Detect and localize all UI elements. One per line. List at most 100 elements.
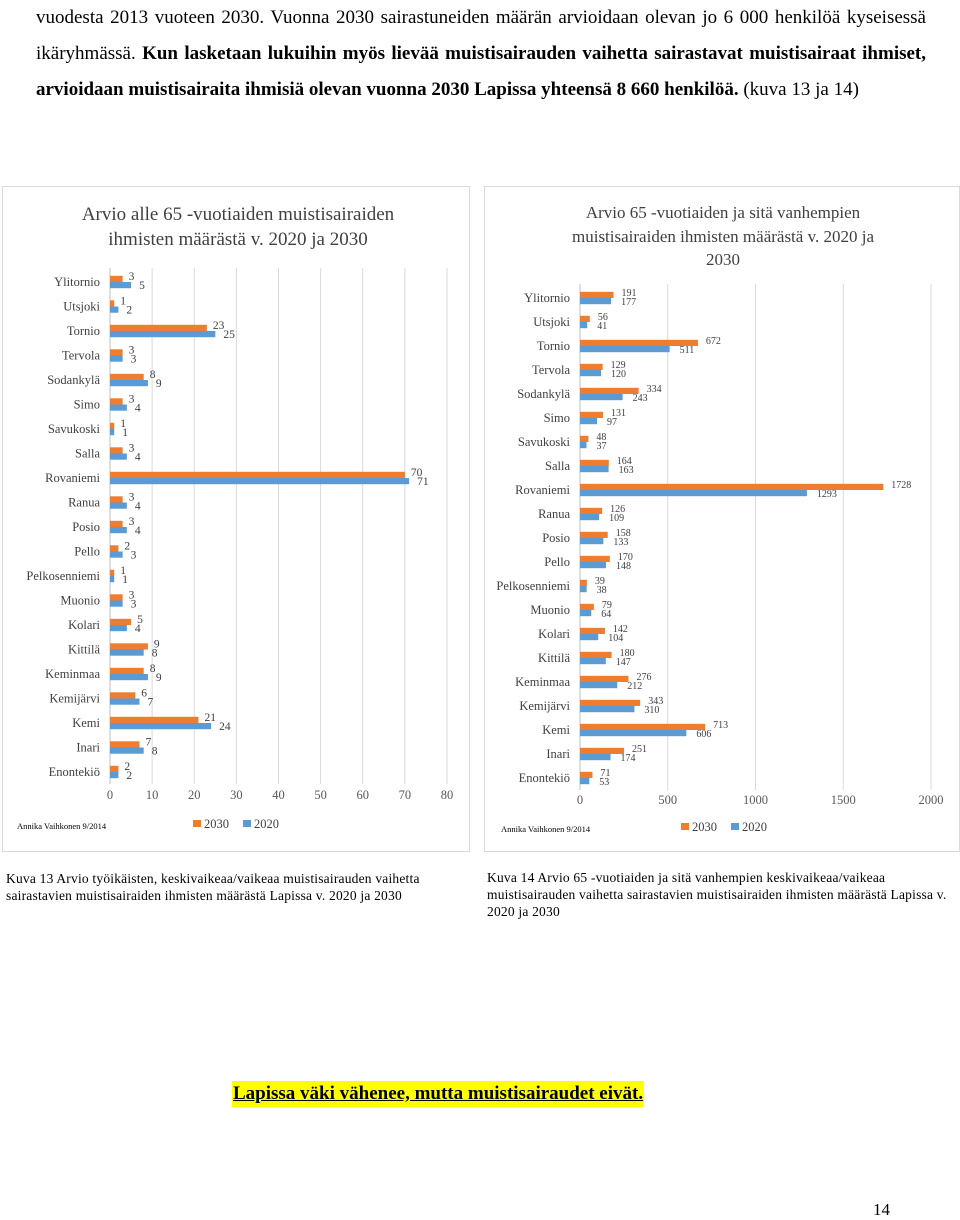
bar-2020 bbox=[110, 453, 127, 460]
legend-label: 2020 bbox=[254, 817, 279, 831]
closing-heading: Lapissa väki vähenee, mutta muistisairau… bbox=[232, 1081, 645, 1107]
data-label: 164 bbox=[617, 456, 632, 467]
body-paragraph: vuodesta 2013 vuoteen 2030. Vuonna 2030 … bbox=[36, 0, 926, 108]
bar-2030 bbox=[110, 594, 123, 601]
data-label: 511 bbox=[680, 345, 695, 356]
data-label: 243 bbox=[633, 393, 648, 404]
data-label: 8 bbox=[150, 369, 156, 381]
x-tick-label: 10 bbox=[146, 788, 159, 802]
bar-2030 bbox=[580, 435, 589, 442]
x-tick-label: 2000 bbox=[919, 793, 944, 807]
data-label: 3 bbox=[129, 443, 135, 455]
data-label: 24 bbox=[219, 721, 231, 733]
data-label: 180 bbox=[620, 648, 635, 659]
bar-2030 bbox=[580, 723, 706, 730]
bar-2020 bbox=[580, 394, 623, 401]
bar-2030 bbox=[580, 699, 641, 706]
bar-2020 bbox=[580, 442, 587, 449]
bar-2020 bbox=[580, 706, 635, 713]
data-label: 4 bbox=[135, 501, 141, 513]
category-label: Savukoski bbox=[48, 422, 101, 436]
data-label: 133 bbox=[613, 537, 628, 548]
data-label: 39 bbox=[595, 576, 605, 587]
bar-2030 bbox=[110, 569, 115, 576]
bar-2020 bbox=[580, 682, 618, 689]
bar-2020 bbox=[110, 331, 216, 338]
chart-65-and-over-svg: Arvio 65 -vuotiaiden ja sitä vanhempien m… bbox=[496, 203, 944, 834]
data-label: 4 bbox=[135, 525, 141, 537]
bar-2020 bbox=[580, 730, 687, 737]
data-label: 1 bbox=[120, 418, 126, 430]
chart-title-line: muistisairaiden ihmisten määrästä v. 202… bbox=[572, 227, 874, 246]
legend-label: 2030 bbox=[692, 820, 717, 834]
bar-2030 bbox=[110, 520, 123, 527]
legend-swatch-2030 bbox=[193, 820, 201, 827]
data-label: 21 bbox=[204, 712, 216, 724]
category-label: Keminmaa bbox=[45, 667, 100, 681]
bar-2020 bbox=[110, 698, 140, 705]
bar-2030 bbox=[580, 411, 603, 418]
category-label: Kittilä bbox=[68, 643, 100, 657]
bar-2030 bbox=[580, 459, 609, 466]
category-label: Pello bbox=[74, 545, 100, 559]
data-label: 56 bbox=[598, 312, 608, 323]
bar-2020 bbox=[110, 404, 127, 411]
category-label: Simo bbox=[544, 411, 570, 425]
category-label: Tervola bbox=[532, 363, 570, 377]
bar-2020 bbox=[580, 586, 587, 593]
category-label: Ylitornio bbox=[524, 291, 570, 305]
data-label: 126 bbox=[610, 504, 625, 515]
bar-2020 bbox=[110, 674, 148, 681]
chart-title-line: 2030 bbox=[706, 250, 740, 269]
category-label: Salla bbox=[75, 447, 100, 461]
category-label: Tornio bbox=[537, 339, 570, 353]
data-label: 8 bbox=[150, 663, 156, 675]
data-label: 4 bbox=[135, 623, 141, 635]
category-label: Utsjoki bbox=[533, 315, 570, 329]
data-label: 2 bbox=[124, 761, 130, 773]
data-label: 3 bbox=[129, 345, 135, 357]
data-label: 1 bbox=[120, 296, 126, 308]
data-label: 191 bbox=[622, 288, 637, 299]
x-tick-label: 40 bbox=[272, 788, 285, 802]
data-label: 713 bbox=[713, 720, 728, 731]
bar-2020 bbox=[110, 551, 123, 558]
bar-2030 bbox=[110, 300, 115, 307]
x-tick-label: 0 bbox=[577, 793, 583, 807]
data-label: 3 bbox=[129, 394, 135, 406]
bar-2030 bbox=[110, 618, 132, 625]
bar-2030 bbox=[110, 447, 123, 454]
x-tick-label: 20 bbox=[188, 788, 201, 802]
bar-2030 bbox=[580, 315, 590, 322]
category-label: Salla bbox=[545, 459, 570, 473]
data-label: 1728 bbox=[891, 480, 911, 491]
data-label: 37 bbox=[596, 441, 606, 452]
data-label: 3 bbox=[129, 516, 135, 528]
bar-2030 bbox=[110, 275, 123, 282]
bar-2020 bbox=[110, 723, 212, 730]
source-note: Annika Vaihkonen 9/2014 bbox=[17, 821, 107, 831]
bar-2020 bbox=[110, 502, 127, 509]
bar-2020 bbox=[580, 538, 604, 545]
bar-2020 bbox=[580, 298, 612, 305]
legend-label: 2030 bbox=[204, 817, 229, 831]
category-label: Posio bbox=[542, 531, 570, 545]
chart-title-line: Arvio alle 65 -vuotiaiden muistisairaide… bbox=[82, 204, 395, 225]
data-label: 251 bbox=[632, 744, 647, 755]
data-label: 310 bbox=[644, 705, 659, 716]
bar-2020 bbox=[110, 600, 123, 607]
data-label: 120 bbox=[611, 369, 626, 380]
data-label: 3 bbox=[131, 599, 137, 611]
bar-2030 bbox=[580, 483, 884, 490]
category-label: Keminmaa bbox=[515, 675, 570, 689]
data-label: 1 bbox=[122, 574, 128, 586]
category-label: Pelkosenniemi bbox=[26, 569, 100, 583]
bar-2030 bbox=[110, 741, 140, 748]
bar-2020 bbox=[110, 649, 144, 656]
category-label: Rovaniemi bbox=[515, 483, 570, 497]
bar-2030 bbox=[110, 471, 405, 478]
bar-2020 bbox=[110, 355, 123, 362]
data-label: 147 bbox=[616, 657, 631, 668]
bar-2030 bbox=[580, 771, 593, 778]
data-label: 71 bbox=[600, 768, 610, 779]
